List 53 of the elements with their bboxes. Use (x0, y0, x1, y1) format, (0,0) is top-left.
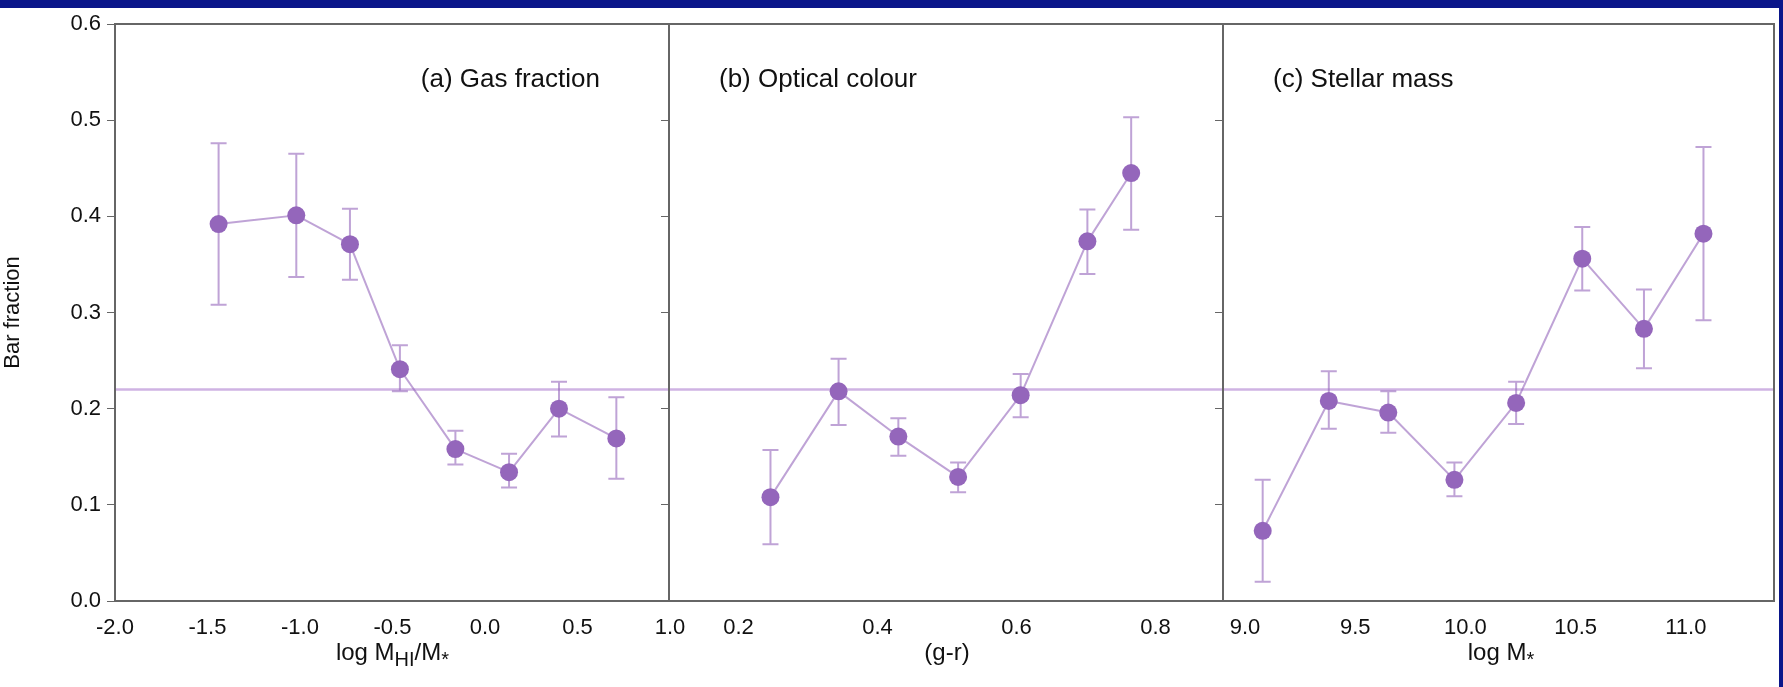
x-tick-label: 1.0 (654, 614, 686, 640)
text: (c) Stellar mass (1273, 63, 1454, 94)
x-tick-label: -1.0 (281, 614, 319, 640)
x-tick-label: 0.5 (562, 614, 593, 640)
point (550, 399, 568, 418)
x-tick-label: 0.4 (862, 614, 893, 640)
y-tick-label: 0.1 (70, 490, 101, 516)
y-tick-label: 0.0 (70, 587, 101, 613)
x-tick-label: -2.0 (96, 614, 134, 640)
point (1507, 393, 1526, 412)
point (829, 382, 848, 401)
point (1122, 164, 1141, 183)
y-tick-label: 0.5 (70, 106, 101, 132)
point (1573, 249, 1592, 268)
x-axis-title: log M$_{*}$ (1466, 638, 1536, 671)
point (500, 463, 519, 482)
x-tick-label: 9.0 (1229, 614, 1261, 640)
text: (b) Optical colour (719, 63, 918, 94)
x-tick-label: 11.0 (1665, 614, 1707, 640)
x-tick-label: 0.2 (723, 614, 754, 640)
point (949, 467, 968, 486)
x-axis-title: (g-r) (923, 638, 971, 666)
point (1445, 470, 1464, 489)
x-tick-label: 0.0 (469, 614, 501, 640)
x-tick-label: 10.0 (1444, 614, 1487, 640)
point (889, 427, 908, 446)
point (340, 235, 359, 254)
point (1078, 232, 1097, 251)
y-tick-label: 0.3 (70, 298, 101, 324)
y-axis-title: Bar fraction (0, 256, 25, 369)
y-tick-label: 0.6 (70, 10, 101, 36)
point (1319, 391, 1338, 410)
x-axis-title: log M$_{HI}$/M$_{*}$ (334, 638, 451, 671)
x-tick-label: 0.8 (1140, 614, 1171, 640)
point (1634, 319, 1653, 338)
point (1379, 403, 1398, 422)
text: (a) Gas fraction (420, 63, 600, 94)
y-tick-label: 0.4 (70, 202, 101, 228)
y-tick-label: 0.2 (70, 394, 101, 420)
x-tick-label: 9.5 (1339, 614, 1371, 640)
point (1011, 386, 1030, 405)
point (209, 215, 228, 234)
x-tick-label: 10.5 (1554, 614, 1598, 640)
point (390, 360, 409, 379)
point (446, 440, 465, 459)
point (1253, 521, 1272, 540)
x-tick-label: -1.5 (188, 614, 227, 640)
point (1694, 224, 1713, 243)
point (607, 429, 626, 448)
x-tick-label: 0.6 (1001, 614, 1032, 640)
x-tick-label: -0.5 (373, 614, 412, 640)
point (761, 488, 780, 507)
point (287, 206, 306, 225)
